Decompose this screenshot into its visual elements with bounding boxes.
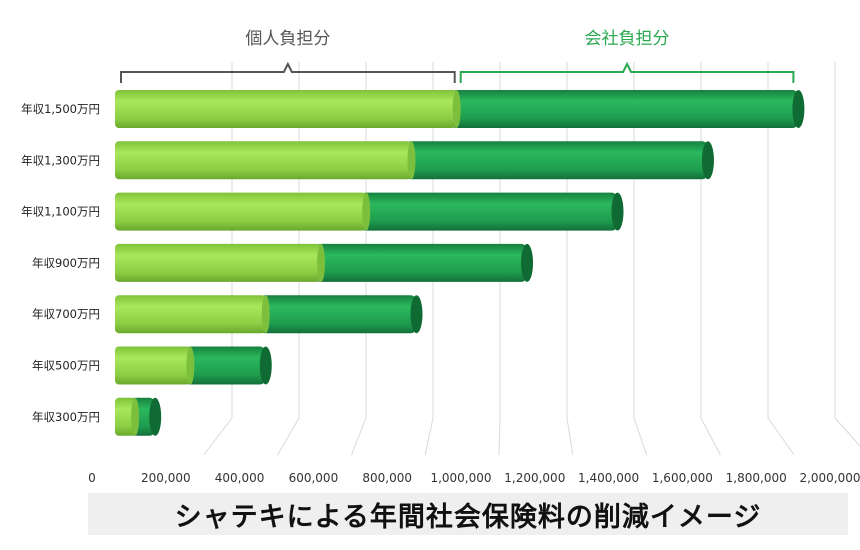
x-tick-label: 1,600,000 <box>652 471 713 485</box>
bar-company-body <box>450 90 799 128</box>
category-label: 年収500万円 <box>32 359 100 373</box>
bar-segment-personal <box>115 90 461 128</box>
bar-personal-cap <box>261 295 270 334</box>
x-tick-label: 1,400,000 <box>578 471 639 485</box>
legend-personal-label: 個人負担分 <box>245 29 330 49</box>
bar-company-body <box>405 141 708 180</box>
bar-company-body <box>184 346 266 385</box>
bar-personal-body <box>115 397 136 436</box>
bar-company-cap <box>792 90 805 128</box>
bar-company-cap <box>611 192 624 231</box>
bar-company-cap <box>259 346 272 385</box>
bar-personal-cap <box>362 192 371 231</box>
bar-personal-body <box>115 346 191 385</box>
bar-segment-company <box>360 192 624 231</box>
grid-floor-line <box>350 417 367 456</box>
legend-company: 会社負担分 <box>459 29 795 83</box>
bar-personal-cap <box>186 346 195 385</box>
grid-floor-line <box>834 417 860 447</box>
bar-segment-company <box>259 295 423 334</box>
category-label: 年収1,300万円 <box>21 153 100 167</box>
x-axis: 0 200,000 400,000 600,000 800,000 1,000,000 1,… <box>88 471 860 485</box>
bar-personal-body <box>115 90 457 128</box>
bar-company-body <box>315 243 528 282</box>
bar-personal-cap <box>131 397 140 436</box>
x-tick-label: 600,000 <box>289 471 339 485</box>
bar-segment-company <box>184 346 272 385</box>
x-tick-label: 0 <box>88 471 96 485</box>
caption-band: シャテキによる年間社会保険料の削減イメージ <box>88 493 848 535</box>
chart-caption: シャテキによる年間社会保険料の削減イメージ <box>174 501 762 533</box>
bar-company-body <box>360 192 618 231</box>
bar-personal-cap <box>317 243 326 282</box>
bars <box>115 90 805 436</box>
bar-segment-company <box>405 141 714 180</box>
grid-floor-line <box>566 417 574 456</box>
category-label: 年収1,100万円 <box>21 205 100 219</box>
bar-segment-personal <box>115 397 140 436</box>
grid-floor-line <box>633 417 648 456</box>
x-tick-label: 800,000 <box>362 471 412 485</box>
bar-personal-body <box>115 192 367 231</box>
bar-company-cap <box>521 243 534 282</box>
bar-personal-cap <box>452 90 461 128</box>
bar-segment-personal <box>115 141 416 180</box>
bar-company-cap <box>701 141 714 180</box>
bar-personal-body <box>115 243 322 282</box>
bar-segment-personal <box>115 192 371 231</box>
legend-personal: 個人負担分 <box>120 29 456 83</box>
x-tick-label: 400,000 <box>215 471 265 485</box>
grid-floor-line <box>498 417 501 456</box>
grid-floor-line <box>203 417 233 456</box>
x-tick-label: 2,000,000 <box>799 471 860 485</box>
legend-brackets: 個人負担分 会社負担分 <box>120 29 795 83</box>
bar-personal-cap <box>407 141 416 180</box>
legend-personal-line <box>120 61 456 83</box>
category-label: 年収700万円 <box>32 307 100 321</box>
legend-company-line <box>459 61 795 83</box>
stacked-bar-chart: 0 200,000 400,000 600,000 800,000 1,000,000 1,… <box>21 29 860 485</box>
grid-floor-line <box>424 417 434 456</box>
bar-segment-personal <box>115 295 270 334</box>
x-tick-label: 1,200,000 <box>504 471 565 485</box>
bar-company-cap <box>149 397 162 436</box>
category-label: 年収900万円 <box>32 256 100 270</box>
grid-floor-line <box>700 417 721 456</box>
x-tick-label: 1,000,000 <box>430 471 491 485</box>
category-label: 年収300万円 <box>32 410 100 424</box>
grid-floor-line <box>767 417 795 456</box>
bar-segment-company <box>450 90 805 128</box>
bar-company-body <box>259 295 417 334</box>
bar-personal-body <box>115 141 412 180</box>
bar-personal-body <box>115 295 266 334</box>
legend-company-label: 会社負担分 <box>585 29 670 49</box>
bar-segment-company <box>315 243 534 282</box>
y-axis-categories: 年収1,500万円年収1,300万円年収1,100万円年収900万円年収700万… <box>21 102 100 424</box>
grid-floor-line <box>277 417 300 456</box>
bar-company-cap <box>410 295 423 334</box>
bar-segment-personal <box>115 346 195 385</box>
bar-segment-personal <box>115 243 326 282</box>
x-tick-label: 1,800,000 <box>726 471 787 485</box>
x-tick-label: 200,000 <box>141 471 191 485</box>
category-label: 年収1,500万円 <box>21 102 100 116</box>
